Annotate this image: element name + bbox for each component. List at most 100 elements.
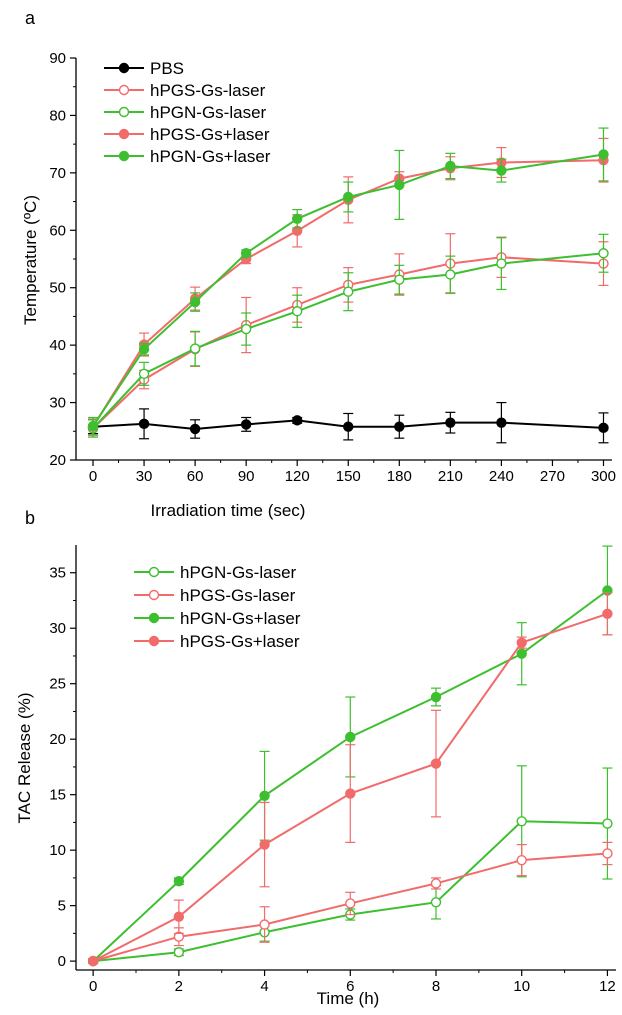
y-tick-label: 5 (58, 898, 66, 915)
data-point (189, 296, 201, 308)
y-tick-label: 80 (49, 107, 66, 124)
data-point (259, 919, 270, 930)
data-point (430, 897, 442, 908)
legend-marker (148, 635, 160, 647)
data-point (138, 368, 150, 380)
data-point (598, 248, 609, 259)
y-tick-label: 90 (49, 50, 66, 67)
data-point (240, 323, 252, 335)
x-tick-label: 60 (187, 468, 204, 485)
x-tick-label: 8 (432, 978, 440, 995)
data-point (394, 274, 405, 285)
data-point (343, 421, 354, 432)
y-tick-label: 40 (49, 337, 66, 354)
data-point (292, 306, 303, 317)
data-point (240, 248, 252, 259)
legend-marker (118, 150, 130, 162)
y-tick-label: 60 (49, 222, 66, 239)
data-point (445, 160, 456, 172)
data-point (259, 790, 270, 801)
series-line (92, 159, 604, 428)
data-point (516, 648, 527, 659)
legend-marker (118, 62, 130, 74)
y-tick-label: 30 (49, 620, 66, 637)
data-point (598, 149, 609, 160)
data-point (602, 818, 613, 829)
data-point (87, 420, 99, 432)
legend-label: hPGN-Gs-laser (150, 103, 267, 122)
data-point (394, 421, 405, 432)
y-tick-label: 50 (49, 280, 66, 297)
x-tick-label: 0 (89, 978, 97, 995)
legend-label: PBS (150, 59, 184, 78)
data-point (240, 419, 252, 430)
x-axis-title: Time (h) (317, 989, 380, 1008)
data-point (343, 191, 354, 203)
x-tick-label: 4 (260, 978, 268, 995)
data-point (394, 179, 405, 191)
x-tick-label: 210 (438, 468, 463, 485)
x-tick-label: 240 (489, 468, 514, 485)
x-axis-title: Irradiation time (sec) (151, 501, 306, 520)
data-point (516, 854, 527, 866)
legend-label: hPGS-Gs+laser (180, 632, 300, 651)
data-point (138, 343, 150, 355)
data-point (445, 417, 456, 428)
panel-a: a 0 30 60 90 120 150 180 210 240 270 300 20 30 40 50 60 7… (21, 8, 616, 520)
series-hPGN-Gs-laser (87, 233, 609, 438)
data-point (445, 269, 456, 280)
x-tick-label: 10 (513, 978, 530, 995)
legend-marker (148, 566, 160, 578)
x-tick-label: 6 (346, 978, 354, 995)
data-point (292, 213, 303, 225)
legend-marker (118, 128, 130, 140)
y-tick-label: 0 (58, 953, 66, 970)
data-point (496, 417, 507, 428)
data-point (345, 898, 356, 909)
legend-marker (148, 612, 160, 624)
legend-marker (148, 589, 160, 601)
data-point (173, 911, 185, 922)
legend-label: hPGS-Gs-laser (180, 586, 296, 605)
series-line (92, 252, 604, 430)
data-point (602, 608, 613, 619)
legend-marker (118, 84, 130, 96)
series-hPGS-Gs-laser (87, 841, 613, 967)
data-point (602, 848, 613, 859)
data-point (87, 955, 99, 967)
x-tick-label: 30 (136, 468, 153, 485)
data-point (189, 423, 201, 435)
y-tick-label: 20 (49, 731, 66, 748)
series-line (92, 256, 604, 430)
data-point (189, 343, 201, 354)
y-tick-label: 10 (49, 842, 66, 859)
y-tick-label: 20 (49, 452, 66, 469)
data-point (138, 418, 150, 430)
legend-marker (118, 106, 130, 118)
data-point (430, 878, 442, 889)
data-point (516, 816, 527, 827)
data-point (496, 165, 507, 176)
series-line (92, 419, 604, 430)
data-point (343, 286, 354, 297)
y-tick-label: 25 (49, 676, 66, 693)
x-tick-label: 120 (285, 468, 310, 485)
data-point (345, 731, 356, 743)
y-tick-label: 70 (49, 165, 66, 182)
y-tick-label: 15 (49, 787, 66, 804)
legend-label: hPGS-Gs+laser (150, 125, 270, 144)
legend-label: hPGN-Gs+laser (180, 609, 301, 628)
x-tick-label: 12 (599, 978, 616, 995)
data-point (292, 415, 303, 426)
x-tick-label: 150 (336, 468, 361, 485)
data-point (430, 758, 442, 769)
legend-label: hPGN-Gs+laser (150, 147, 271, 166)
data-point (496, 258, 507, 269)
y-axis-title: Temperature (ºC) (21, 195, 40, 325)
series-line (92, 153, 604, 427)
panel-label: b (25, 508, 35, 528)
data-point (259, 839, 270, 850)
x-tick-label: 180 (387, 468, 412, 485)
series-hPGS-Gs+laser (87, 592, 613, 967)
x-tick-label: 300 (591, 468, 616, 485)
